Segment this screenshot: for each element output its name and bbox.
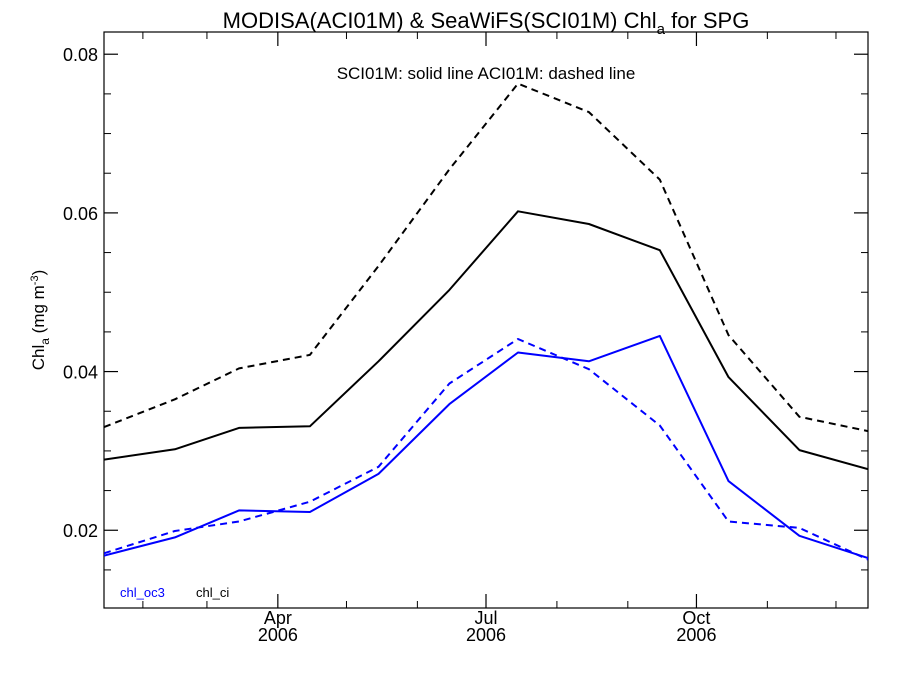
y-tick-label: 0.02 [63,521,98,541]
y-axis-label-mid: (mg m [29,285,48,338]
x-tick-label-month: Oct [682,608,710,628]
plot-frame [103,31,869,609]
x-tick-label-year: 2006 [676,625,716,645]
chl-oc3-solid-line [104,334,868,559]
y-axis-label-pre: Chl [29,345,48,371]
y-axis-label-post: ) [29,270,48,276]
y-axis-label-sup: -3 [29,275,41,285]
y-tick-label: 0.08 [63,45,98,65]
chart-title-subscript: a [657,21,666,38]
y-tick-label: 0.04 [63,363,98,383]
y-axis-label-sub: a [38,338,52,345]
x-tick-label-year: 2006 [258,625,298,645]
chart-title-main: MODISA(ACI01M) & SeaWiFS(SCI01M) Chl [223,8,657,33]
chart-title-suffix: for SPG [665,8,749,33]
legend-item-chl-ci: chl_ci [196,585,229,600]
legend-item-chl-oc3: chl_oc3 [120,585,165,600]
x-tick-label-year: 2006 [466,625,506,645]
y-tick-label: 0.06 [63,204,98,224]
y-axis-label: Chla (mg m-3) [29,270,52,371]
x-tick-label-month: Apr [264,608,292,628]
chl-oc3-dashed-line [104,338,868,561]
x-tick-label-month: Jul [474,608,497,628]
line-style-annotation: SCI01M: solid line ACI01M: dashed line [337,64,636,83]
chl-ci-dashed-line [104,82,868,433]
chl-ci-solid-line [104,210,868,471]
chart-title: MODISA(ACI01M) & SeaWiFS(SCI01M) Chla fo… [223,8,750,38]
